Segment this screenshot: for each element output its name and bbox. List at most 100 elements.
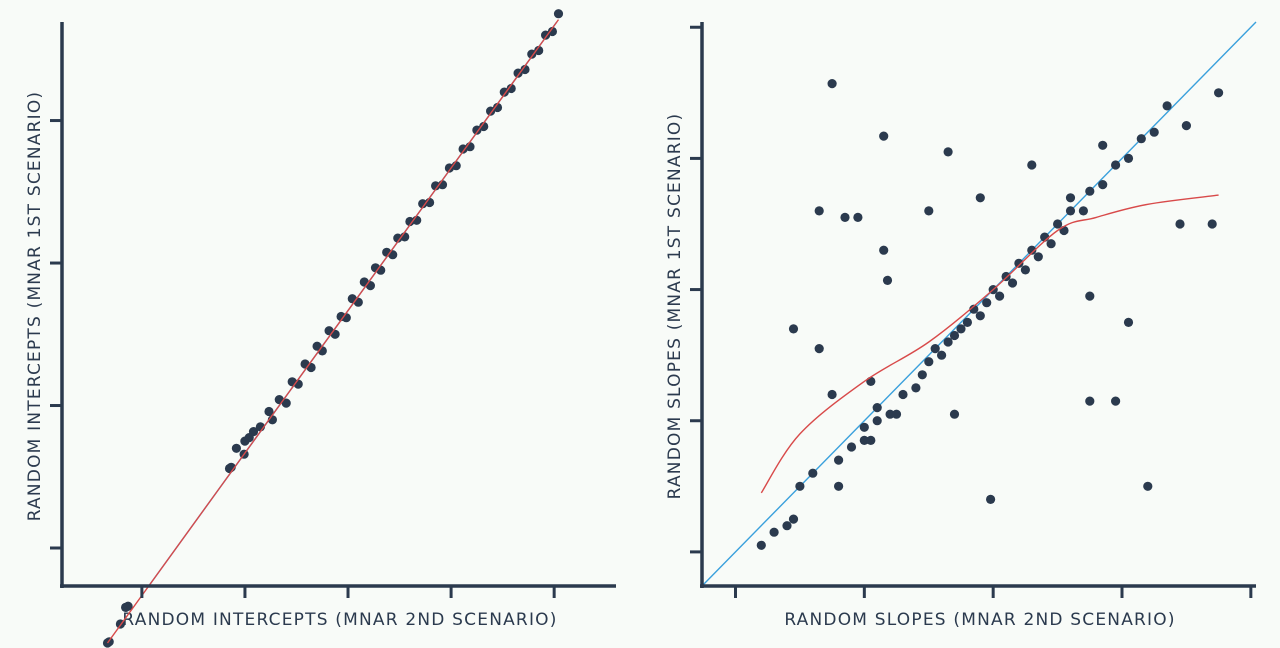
intercepts-data-point: [264, 406, 274, 417]
intercepts-data-point: [527, 49, 537, 59]
slopes-data-point: [834, 455, 844, 465]
slopes-data-point: [930, 344, 940, 354]
slopes-data-point: [956, 324, 966, 334]
slopes-data-point: [1123, 153, 1134, 163]
intercepts-data-point: [492, 102, 503, 113]
slopes-data-point: [1065, 206, 1076, 216]
slopes-data-point: [788, 514, 799, 524]
intercepts-y-axis-label: RANDOM INTERCEPTS (MNAR 1ST SCENARIO): [25, 91, 45, 522]
intercepts-data-point: [281, 398, 291, 408]
intercepts-data-point: [499, 87, 509, 97]
slopes-data-point: [898, 389, 908, 400]
slopes-data-point: [1033, 252, 1043, 262]
slopes-data-point: [1027, 160, 1037, 170]
slopes-data-point: [1098, 180, 1108, 190]
slopes-data-point: [827, 79, 837, 89]
intercepts-data-point: [541, 30, 551, 40]
slopes-data-point: [975, 311, 985, 321]
intercepts-data-point: [486, 106, 496, 116]
slopes-data-point: [1111, 396, 1121, 406]
slopes-data-point: [879, 245, 889, 255]
intercepts-data-point: [365, 281, 375, 291]
slopes-scatter-panel: RANDOM SLOPES (MNAR 2ND SCENARIO) RANDOM…: [665, 21, 1257, 630]
intercepts-data-point: [553, 9, 564, 19]
slopes-data-point: [872, 416, 882, 426]
slopes-data-point: [1111, 160, 1121, 170]
slopes-data-point: [1098, 140, 1108, 150]
intercepts-data-point: [547, 26, 558, 37]
slopes-data-point: [949, 409, 960, 419]
intercepts-data-point: [330, 329, 340, 339]
slopes-data-point: [995, 291, 1005, 301]
slopes-data-point: [1181, 121, 1191, 131]
slopes-data-point: [1085, 186, 1095, 196]
intercepts-data-point: [520, 64, 530, 75]
slopes-data-point: [1027, 245, 1037, 255]
slopes-data-point: [1014, 258, 1024, 268]
intercepts-data-point: [231, 443, 241, 453]
slopes-data-point: [846, 442, 857, 452]
intercepts-data-point: [388, 250, 398, 260]
slopes-identity-line: [701, 21, 1257, 587]
intercepts-scatter-panel: RANDOM INTERCEPTS (MNAR 2ND SCENARIO) RA…: [25, 9, 616, 648]
slopes-data-point: [769, 527, 779, 537]
slopes-data-point: [808, 468, 818, 478]
slopes-data-point: [1001, 271, 1011, 282]
intercepts-data-point: [479, 121, 489, 132]
intercepts-data-point: [431, 181, 441, 191]
slopes-data-point: [969, 304, 979, 314]
slopes-data-point: [1162, 101, 1172, 111]
intercepts-data-point: [506, 83, 516, 94]
slopes-data-point: [943, 337, 953, 347]
slopes-data-point: [859, 422, 869, 432]
intercepts-data-point: [534, 45, 544, 56]
slopes-data-point: [814, 344, 824, 354]
slopes-data-point: [949, 330, 960, 341]
intercepts-data-point: [405, 216, 415, 227]
slopes-data-point: [1065, 193, 1076, 203]
slopes-data-point: [1123, 317, 1134, 327]
intercepts-data-point: [306, 362, 316, 373]
slopes-data-point: [1136, 134, 1146, 144]
intercepts-data-point: [513, 68, 523, 78]
slopes-data-point: [924, 206, 934, 216]
slopes-data-point: [882, 275, 893, 285]
intercepts-x-axis-label: RANDOM INTERCEPTS (MNAR 2ND SCENARIO): [122, 610, 557, 630]
slopes-x-axis-label: RANDOM SLOPES (MNAR 2ND SCENARIO): [784, 610, 1175, 630]
slopes-data-point: [756, 540, 766, 550]
slopes-data-point: [1053, 219, 1063, 229]
intercepts-data-point: [353, 297, 363, 307]
slopes-y-axis-label: RANDOM SLOPES (MNAR 1ST SCENARIO): [665, 113, 685, 500]
slopes-data-point: [1020, 265, 1030, 275]
intercepts-data-point: [248, 427, 259, 437]
slopes-data-point: [866, 435, 876, 445]
slopes-data-point: [1059, 225, 1069, 236]
slopes-data-point: [962, 317, 973, 327]
slopes-data-point: [788, 324, 799, 334]
slopes-data-point: [1175, 219, 1185, 229]
slopes-data-point: [1214, 88, 1224, 98]
slopes-data-point: [1046, 239, 1056, 249]
slopes-data-point: [917, 370, 927, 380]
intercepts-data-point: [418, 199, 428, 209]
slopes-data-point: [1207, 219, 1217, 229]
slopes-data-point: [859, 435, 869, 445]
slopes-data-point: [1143, 481, 1153, 491]
intercepts-data-point: [393, 233, 403, 243]
slopes-data-point: [879, 131, 889, 141]
slopes-data-point: [814, 206, 824, 216]
slopes-data-point: [1085, 396, 1095, 406]
slopes-data-point: [1149, 127, 1159, 137]
intercepts-smooth-line: [106, 19, 560, 644]
slopes-data-point: [840, 212, 850, 222]
slopes-data-point: [937, 350, 947, 360]
slopes-data-point: [911, 383, 921, 393]
slopes-data-point: [866, 376, 876, 386]
slopes-data-point: [1085, 291, 1095, 301]
slopes-data-point: [885, 409, 895, 419]
slopes-data-point: [782, 521, 792, 531]
slopes-data-point: [943, 147, 953, 157]
slopes-data-point: [975, 193, 985, 203]
slopes-data-point: [853, 212, 863, 222]
